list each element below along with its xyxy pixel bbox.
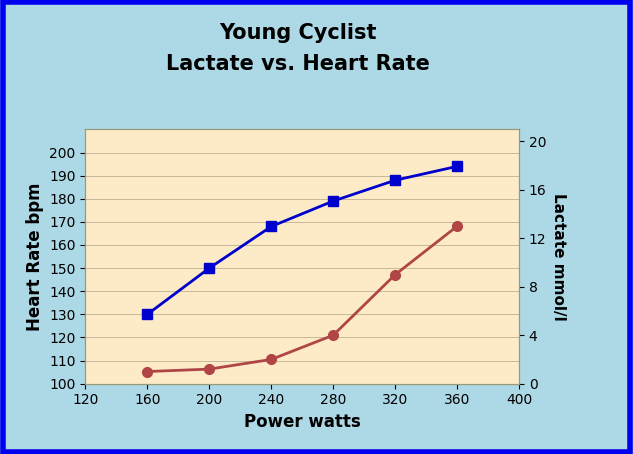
Text: Young Cyclist: Young Cyclist — [219, 23, 376, 43]
Y-axis label: Heart Rate bpm: Heart Rate bpm — [26, 182, 44, 331]
X-axis label: Power watts: Power watts — [244, 413, 361, 431]
Text: Lactate vs. Heart Rate: Lactate vs. Heart Rate — [166, 54, 429, 74]
Y-axis label: Lactate mmol/l: Lactate mmol/l — [551, 192, 566, 321]
